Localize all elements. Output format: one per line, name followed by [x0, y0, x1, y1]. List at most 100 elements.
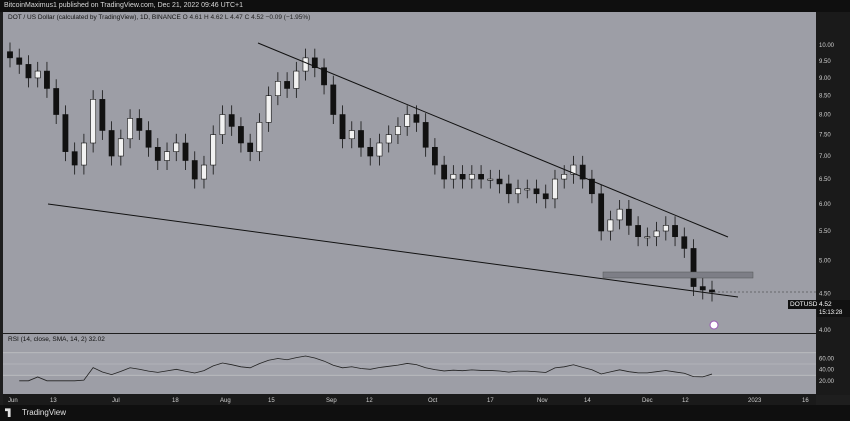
candle-body — [625, 208, 632, 226]
time-axis[interactable] — [3, 394, 816, 405]
candle-body — [145, 130, 152, 148]
x-tick-label: 18 — [172, 398, 179, 404]
candle-body — [53, 88, 60, 115]
candle-body — [25, 64, 32, 79]
candle-body — [71, 151, 78, 166]
candle-body — [191, 160, 198, 180]
candle-body — [552, 178, 558, 200]
x-tick-label: Jul — [112, 398, 120, 404]
x-tick-label: 2023 — [748, 398, 762, 404]
price-scale[interactable] — [816, 12, 850, 395]
symbol-name: DOT / US Dollar (calculated by TradingVi… — [8, 14, 181, 21]
candle-body — [699, 286, 706, 291]
rsi-value: 32.02 — [88, 336, 105, 343]
candle-body — [219, 114, 226, 135]
candle-body — [561, 174, 568, 180]
candle-body — [662, 225, 669, 232]
candle-body — [256, 122, 263, 152]
candle-body — [247, 142, 254, 152]
candle-body — [533, 188, 540, 195]
tradingview-logo-icon — [5, 408, 11, 418]
price-pane[interactable] — [3, 12, 816, 333]
candle-body — [681, 236, 688, 249]
candle-body — [173, 142, 180, 152]
candle-body — [210, 134, 217, 166]
candle-body — [44, 70, 50, 89]
x-tick-label: Oct — [428, 398, 438, 404]
candle-body — [616, 208, 623, 221]
open-value: O 4.61 — [182, 14, 203, 21]
candle-body — [154, 146, 161, 161]
x-tick-label: 12 — [366, 398, 373, 404]
y-tick-label: 5.00 — [819, 259, 831, 265]
candle-body — [496, 178, 503, 185]
candle-body — [302, 57, 309, 72]
rsi-tick-label: 60.00 — [819, 356, 835, 362]
candle-body — [80, 142, 87, 166]
rsi-tick-label: 40.00 — [819, 368, 835, 374]
last-price-tag: 4.52 — [817, 300, 850, 309]
x-tick-label: 14 — [584, 398, 591, 404]
candle-body — [653, 230, 660, 238]
x-tick-label: 15 — [268, 398, 275, 404]
y-tick-label: 7.50 — [819, 133, 831, 139]
candle-body — [589, 178, 595, 195]
candle-body — [690, 248, 697, 287]
candle-body — [459, 174, 466, 180]
y-tick-label: 9.50 — [819, 59, 831, 65]
candle-body — [395, 126, 401, 135]
y-tick-label: 8.50 — [819, 94, 831, 100]
footer: TradingView — [0, 405, 850, 421]
x-tick-label: Aug — [220, 398, 231, 404]
candle-body — [117, 138, 124, 157]
candle-body — [284, 81, 291, 89]
candle-body — [136, 118, 143, 131]
y-tick-label: 4.50 — [819, 291, 831, 297]
support-trendline — [47, 203, 739, 298]
candle-body — [505, 183, 512, 195]
candle-body — [293, 70, 300, 89]
event-marker-icon — [709, 320, 719, 330]
x-tick-label: 13 — [50, 398, 57, 404]
candle-body — [376, 142, 383, 157]
candle-body — [201, 164, 207, 180]
candle-body — [238, 126, 244, 144]
rsi-line — [19, 355, 713, 382]
footer-brand: TradingView — [22, 408, 67, 417]
candle-body — [311, 57, 318, 69]
support-zone — [602, 271, 754, 279]
candle-body — [598, 193, 605, 232]
candle-body — [274, 81, 281, 96]
rsi-tick-label: 20.00 — [819, 379, 835, 385]
descending-trendline — [257, 42, 729, 238]
candle-body — [127, 118, 133, 140]
x-tick-label: Jun — [8, 398, 18, 404]
candle-body — [570, 164, 577, 175]
publish-header: BitcoinMaximus1 published on TradingView… — [0, 0, 850, 12]
x-tick-label: 12 — [682, 398, 689, 404]
candle-body — [367, 146, 374, 157]
rsi-legend: RSI (14, close, SMA, 14, 2) 32.02 — [8, 336, 105, 343]
candle-body — [339, 114, 346, 140]
y-tick-label: 9.00 — [819, 76, 831, 82]
candle-body — [321, 67, 327, 86]
candle-body — [16, 57, 23, 65]
countdown-tag: 15:13:28 — [817, 309, 850, 317]
y-tick-label: 10.00 — [819, 43, 835, 49]
candle-body — [478, 174, 484, 180]
candle-body — [487, 178, 494, 181]
y-tick-label: 6.00 — [819, 202, 831, 208]
symbol-tag: DOTUSD — [788, 300, 818, 309]
candle-body — [99, 99, 106, 131]
candle-body — [515, 188, 521, 195]
candle-body — [542, 193, 549, 200]
symbol-legend: DOT / US Dollar (calculated by TradingVi… — [8, 14, 310, 21]
candle-body — [385, 134, 392, 144]
candle-body — [404, 114, 411, 127]
candle-body — [164, 151, 170, 161]
x-tick-label: 16 — [802, 398, 809, 404]
candle-body — [607, 219, 614, 232]
publish-text: BitcoinMaximus1 published on TradingView… — [4, 2, 243, 9]
candle-body — [672, 225, 678, 238]
